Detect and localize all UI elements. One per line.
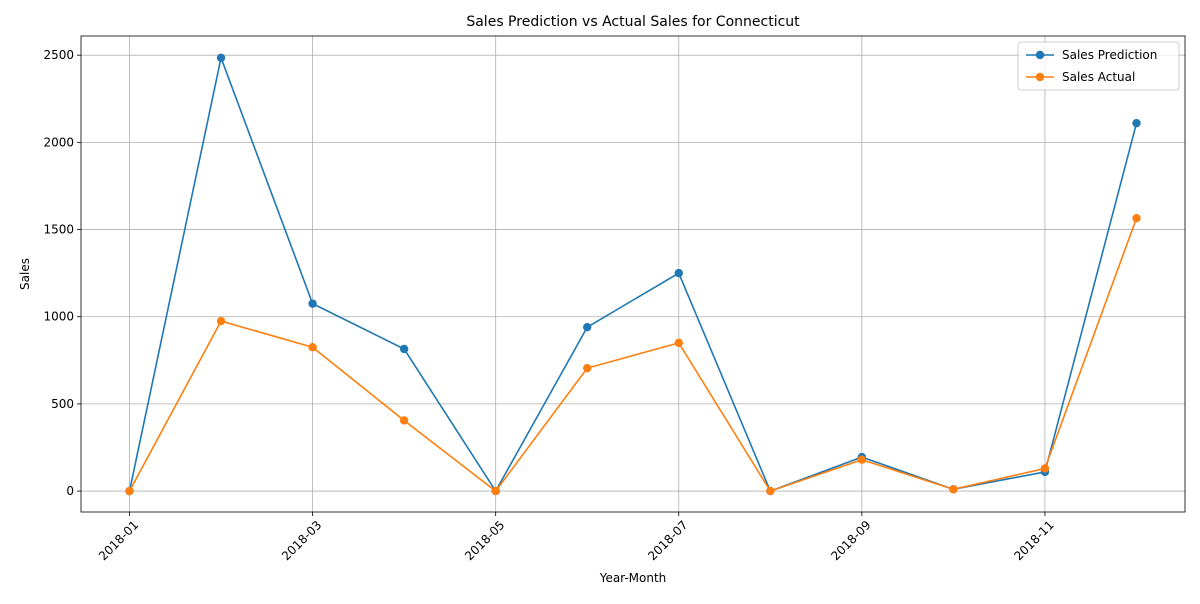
y-tick-label: 1500 (43, 223, 74, 237)
chart-title: Sales Prediction vs Actual Sales for Con… (466, 14, 800, 30)
data-point (949, 485, 958, 494)
legend-marker (1035, 50, 1045, 60)
data-point (583, 322, 592, 332)
series-sales-actual (125, 214, 1141, 496)
x-tick-label: 2018-09 (828, 518, 873, 563)
legend-label: Sales Actual (1062, 70, 1135, 84)
x-tick-label: 2018-03 (279, 518, 324, 563)
y-tick-label: 1000 (43, 310, 74, 324)
legend-item: Sales Actual (1026, 70, 1135, 84)
data-point (399, 344, 409, 354)
grid-lines (81, 36, 1185, 512)
legend-marker (1035, 72, 1045, 82)
x-tick-label: 2018-01 (96, 518, 141, 563)
series-sales-prediction (125, 53, 1141, 496)
data-point (308, 299, 317, 308)
data-point (1132, 214, 1141, 223)
legend-item: Sales Prediction (1026, 48, 1157, 62)
y-tick-label: 2000 (43, 135, 74, 149)
axis-ticks: 2018-01 2018-03 2018-05 2018-07 2018-09 2018-… (43, 48, 1056, 563)
data-point (1040, 464, 1050, 473)
y-tick-label: 2500 (43, 48, 74, 62)
plot-frame (80, 35, 1186, 513)
data-point (1132, 118, 1141, 128)
data-point (857, 455, 867, 464)
data-point (308, 343, 317, 352)
data-point (674, 268, 683, 278)
legend-box (1017, 41, 1180, 91)
x-tick-label: 2018-11 (1011, 518, 1056, 563)
data-point (766, 486, 775, 496)
data-point (491, 486, 500, 496)
data-point (216, 316, 226, 326)
legend: Sales Prediction Sales Actual (1017, 41, 1180, 91)
y-axis-label: Sales (18, 258, 32, 290)
data-point (583, 363, 592, 373)
y-tick-label: 0 (66, 484, 74, 498)
series-line (128, 54, 1138, 493)
data-point (674, 338, 683, 348)
x-axis-label: Year-Month (599, 571, 667, 585)
data-point (125, 486, 134, 496)
legend-label: Sales Prediction (1062, 48, 1157, 62)
data-point (216, 53, 226, 62)
x-tick-label: 2018-05 (462, 518, 507, 563)
series-line (128, 217, 1138, 493)
x-tick-label: 2018-07 (645, 518, 690, 563)
data-point (399, 416, 409, 425)
y-tick-label: 500 (51, 397, 74, 411)
series-group (125, 53, 1141, 496)
